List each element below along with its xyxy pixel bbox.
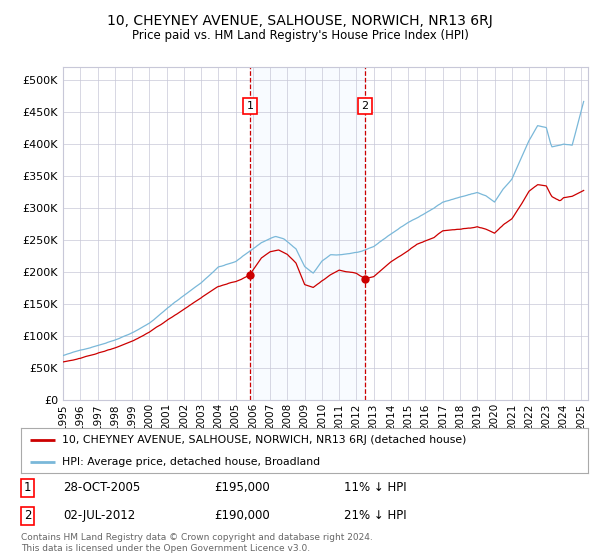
- Text: 10, CHEYNEY AVENUE, SALHOUSE, NORWICH, NR13 6RJ (detached house): 10, CHEYNEY AVENUE, SALHOUSE, NORWICH, N…: [62, 435, 466, 445]
- Text: 10, CHEYNEY AVENUE, SALHOUSE, NORWICH, NR13 6RJ: 10, CHEYNEY AVENUE, SALHOUSE, NORWICH, N…: [107, 14, 493, 28]
- Text: 1: 1: [247, 101, 254, 111]
- Text: 2: 2: [361, 101, 368, 111]
- Text: Contains HM Land Registry data © Crown copyright and database right 2024.
This d: Contains HM Land Registry data © Crown c…: [21, 533, 373, 553]
- Text: Price paid vs. HM Land Registry's House Price Index (HPI): Price paid vs. HM Land Registry's House …: [131, 29, 469, 42]
- Text: 21% ↓ HPI: 21% ↓ HPI: [344, 510, 407, 522]
- Text: 28-OCT-2005: 28-OCT-2005: [64, 481, 141, 494]
- Text: HPI: Average price, detached house, Broadland: HPI: Average price, detached house, Broa…: [62, 457, 320, 467]
- Text: 11% ↓ HPI: 11% ↓ HPI: [344, 481, 407, 494]
- Bar: [250, 67, 365, 400]
- Text: £190,000: £190,000: [214, 510, 269, 522]
- Text: £195,000: £195,000: [214, 481, 269, 494]
- Text: 2: 2: [24, 510, 32, 522]
- Text: 02-JUL-2012: 02-JUL-2012: [64, 510, 136, 522]
- Text: 1: 1: [24, 481, 32, 494]
